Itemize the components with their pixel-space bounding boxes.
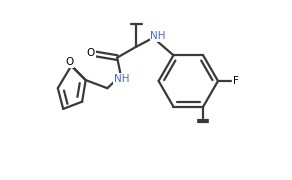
Text: NH: NH	[150, 31, 166, 41]
Text: F: F	[232, 76, 238, 86]
Text: O: O	[65, 57, 74, 68]
Text: O: O	[86, 48, 95, 58]
Text: NH: NH	[114, 74, 129, 84]
